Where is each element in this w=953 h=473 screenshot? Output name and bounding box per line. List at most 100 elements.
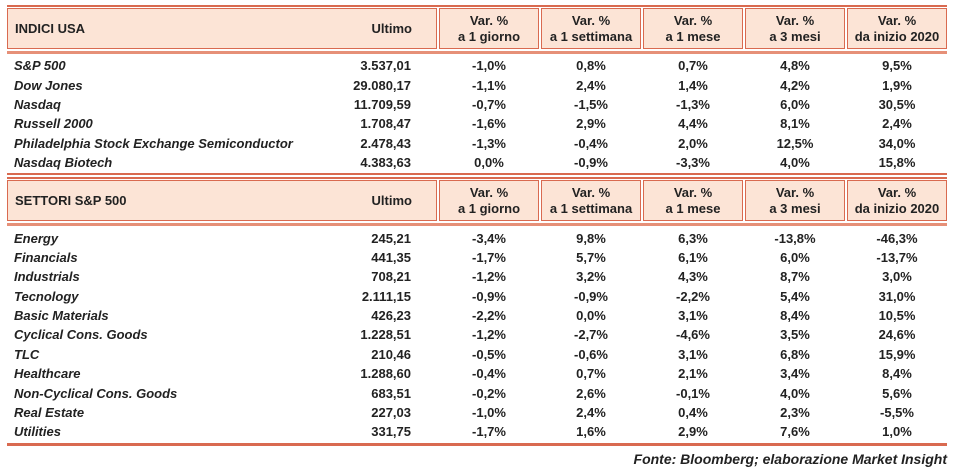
pct-value: -1,2%	[472, 327, 506, 343]
ultimo-value: 441,35	[371, 249, 411, 265]
row-label: Dow Jones	[14, 77, 83, 93]
column-header: Var. % a 1 settimana	[541, 8, 641, 49]
pct-value: 3,2%	[576, 269, 606, 285]
column-header-line2: da inizio 2020	[854, 200, 940, 216]
divider	[7, 223, 947, 227]
row-label: Russell 2000	[14, 116, 93, 132]
pct-value: 8,4%	[780, 308, 810, 324]
header-row: INDICI USA Ultimo Var. % a 1 giorno Var. %…	[7, 8, 947, 49]
pct-value: 2,6%	[576, 385, 606, 401]
row-label: Industrials	[14, 269, 80, 285]
pct-value: 1,6%	[576, 424, 606, 440]
column-header: Var. % a 1 mese	[643, 8, 743, 49]
column-header-line2: a 1 mese	[665, 28, 721, 44]
pct-value: 4,3%	[678, 269, 708, 285]
pct-value: 10,5%	[878, 308, 916, 324]
column-header: Var. % a 3 mesi	[745, 8, 845, 49]
pct-value: -1,6%	[472, 116, 506, 132]
column-header-line2: a 1 settimana	[549, 28, 633, 44]
pct-value: 24,6%	[878, 327, 916, 343]
ultimo-value: 708,21	[371, 269, 411, 285]
pct-value: 6,3%	[678, 230, 708, 246]
pct-value: -2,7%	[574, 327, 608, 343]
header-gap	[641, 8, 643, 49]
row-label: Tecnology	[14, 288, 79, 304]
ultimo-value: 227,03	[371, 405, 411, 421]
pct-value: -0,4%	[574, 135, 608, 151]
pct-value: -5,5%	[880, 405, 914, 421]
column-header-line2: da inizio 2020	[854, 28, 940, 44]
ultimo-value: 1.288,60	[360, 366, 411, 382]
pct-value: -13,8%	[774, 230, 816, 246]
column-header: Var. % a 1 mese	[643, 180, 743, 222]
pct-value: 1,9%	[882, 77, 912, 93]
ultimo-value: 1.228,51	[360, 327, 411, 343]
header-gap	[539, 8, 541, 49]
header-gap	[437, 8, 439, 49]
pct-value: -0,6%	[574, 346, 608, 362]
column-header: Var. % da inizio 2020	[847, 8, 947, 49]
column-header-line1: Var. %	[775, 184, 815, 200]
pct-value: 8,7%	[780, 269, 810, 285]
pct-value: 2,3%	[780, 405, 810, 421]
row-label: Real Estate	[14, 405, 85, 421]
column-header-line1: Var. %	[673, 184, 713, 200]
table-body: S&P 500 3.537,01 -1,0% 0,8% 0,7% 4,8% 9,5% Dow …	[7, 54, 947, 172]
header-cell-main: SETTORI S&P 500 Ultimo	[7, 180, 437, 222]
pct-value: -13,7%	[876, 249, 918, 265]
pct-value: 2,1%	[678, 366, 708, 382]
pct-value: 6,1%	[678, 249, 708, 265]
pct-value: 1,4%	[678, 77, 708, 93]
table-row: TLC 210,46 -0,5% -0,6% 3,1% 6,8% 15,9%	[7, 345, 947, 364]
header-gap	[437, 180, 439, 222]
row-label: Nasdaq	[14, 96, 61, 112]
table-row: Russell 2000 1.708,47 -1,6% 2,9% 4,4% 8,1% 2,4…	[7, 114, 947, 133]
pct-value: -1,0%	[472, 405, 506, 421]
ultimo-value: 4.383,63	[360, 155, 411, 171]
pct-value: 8,4%	[882, 366, 912, 382]
pct-value: 30,5%	[878, 96, 916, 112]
pct-value: 15,9%	[878, 346, 916, 362]
header-gap	[845, 180, 847, 222]
column-header-line2: a 1 giorno	[457, 28, 521, 44]
pct-value: 3,0%	[882, 269, 912, 285]
ultimo-value: 29.080,17	[353, 77, 411, 93]
table-row: Non-Cyclical Cons. Goods 683,51 -0,2% 2,6% -…	[7, 383, 947, 402]
table-row: Philadelphia Stock Exchange Semiconducto…	[7, 134, 947, 153]
section-title: SETTORI S&P 500	[15, 193, 127, 209]
divider	[7, 51, 947, 54]
pct-value: 4,0%	[780, 385, 810, 401]
table-row: Cyclical Cons. Goods 1.228,51 -1,2% -2,7% -4…	[7, 325, 947, 344]
header-gap	[641, 180, 643, 222]
divider	[7, 5, 947, 7]
row-label: Cyclical Cons. Goods	[14, 327, 148, 343]
pct-value: 3,1%	[678, 346, 708, 362]
divider	[7, 177, 947, 180]
ultimo-value: 2.478,43	[360, 135, 411, 151]
pct-value: -1,2%	[472, 269, 506, 285]
pct-value: 0,8%	[576, 58, 606, 74]
pct-value: -3,4%	[472, 230, 506, 246]
column-header-line1: Var. %	[775, 12, 815, 28]
header-cell-main: INDICI USA Ultimo	[7, 8, 437, 49]
pct-value: 0,4%	[678, 405, 708, 421]
indici-usa-table: INDICI USA Ultimo Var. % a 1 giorno Var. %…	[7, 5, 947, 176]
row-label: S&P 500	[14, 58, 66, 74]
ultimo-column-header: Ultimo	[371, 21, 412, 36]
pct-value: -0,9%	[574, 155, 608, 171]
pct-value: -0,9%	[472, 288, 506, 304]
ultimo-value: 683,51	[371, 385, 411, 401]
column-header: Var. % da inizio 2020	[847, 180, 947, 222]
pct-value: -4,6%	[676, 327, 710, 343]
row-label: Nasdaq Biotech	[14, 155, 113, 171]
column-header-line2: a 1 mese	[665, 200, 721, 216]
pct-value: 3,5%	[780, 327, 810, 343]
table-row: Basic Materials 426,23 -2,2% 0,0% 3,1% 8,4% 10…	[7, 306, 947, 325]
pct-value: 4,8%	[780, 58, 810, 74]
column-header-line1: Var. %	[571, 12, 611, 28]
header-gap	[539, 180, 541, 222]
row-label: Utilities	[14, 424, 61, 440]
column-header-line1: Var. %	[469, 12, 509, 28]
pct-value: 6,0%	[780, 249, 810, 265]
pct-value: -0,4%	[472, 366, 506, 382]
